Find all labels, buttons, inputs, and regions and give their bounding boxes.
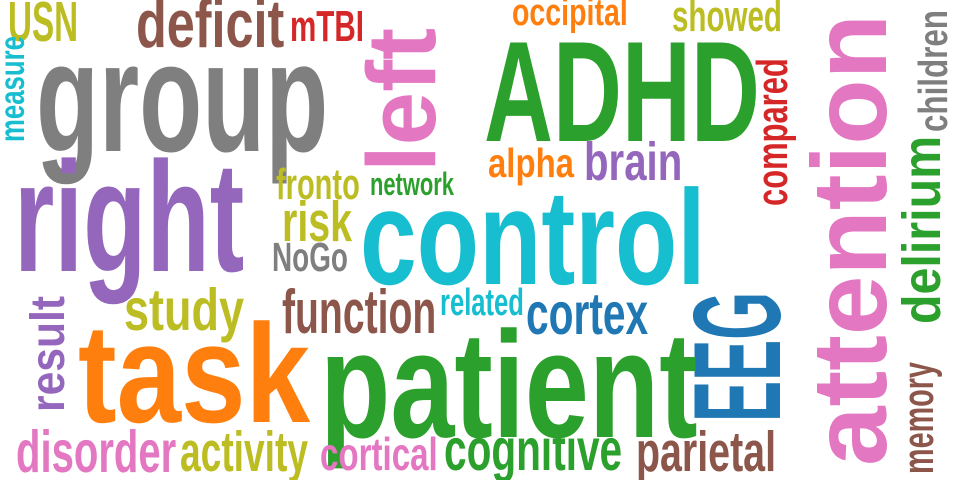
word-brain: brain [584, 131, 683, 192]
word-patient: patient [320, 301, 698, 471]
word-compared: compared [749, 58, 798, 206]
word-network: network [370, 165, 454, 202]
word-disorder: disorder [16, 418, 177, 480]
word-related: related [440, 282, 524, 325]
word-control: control [360, 162, 706, 314]
word-study: study [124, 276, 244, 344]
word-mtbi: mTBI [290, 3, 364, 52]
word-cortex: cortex [526, 280, 649, 348]
word-left: left [347, 27, 457, 172]
word-memory: memory [895, 362, 944, 474]
word-fronto: fronto [276, 161, 360, 210]
word-usn: USN [8, 0, 79, 54]
word-group: group [36, 9, 329, 185]
word-children: children [909, 10, 956, 132]
word-deficit: deficit [136, 0, 285, 63]
word-activity: activity [180, 420, 309, 480]
word-nogo: NoGo [272, 233, 348, 280]
word-occipital: occipital [512, 0, 628, 35]
word-result: result [20, 295, 75, 412]
word-cortical: cortical [320, 428, 438, 480]
word-delirium: delirium [891, 135, 952, 324]
word-right: right [14, 129, 245, 305]
word-function: function [282, 277, 437, 347]
word-cognitive: cognitive [444, 416, 623, 480]
word-parietal: parietal [636, 420, 777, 480]
word-showed: showed [672, 0, 782, 42]
word-attention: attention [792, 13, 910, 467]
word-adhd: ADHD [484, 12, 760, 173]
word-measure: measure [0, 36, 33, 143]
word-risk: risk [282, 190, 353, 254]
word-task: task [78, 294, 311, 452]
word-alpha: alpha [488, 139, 575, 186]
